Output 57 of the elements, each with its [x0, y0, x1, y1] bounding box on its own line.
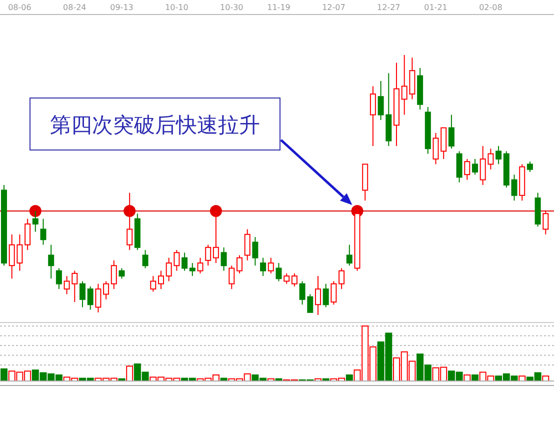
x-tick-label: 10-10	[165, 3, 188, 12]
candlestick	[80, 280, 86, 308]
x-tick-label: 08-24	[63, 3, 86, 12]
bar	[0, 368, 8, 382]
candlestick	[330, 280, 337, 306]
candlestick	[95, 283, 102, 313]
x-tick-label: 12-27	[377, 3, 400, 12]
x-tick-label: 10-30	[220, 3, 244, 12]
candlestick	[244, 228, 250, 261]
candlestick	[370, 86, 376, 146]
candlestick	[236, 254, 242, 274]
candlestick	[87, 286, 94, 310]
candlestick	[511, 174, 518, 202]
candlestick	[205, 244, 212, 266]
candlestick	[197, 257, 204, 274]
candlestick	[118, 268, 125, 280]
x-tick-label: 02-08	[479, 3, 502, 12]
candlestick	[464, 158, 470, 180]
bar	[126, 366, 134, 382]
candlestick	[56, 268, 62, 290]
candlestick	[526, 161, 533, 172]
candlestick	[110, 260, 117, 290]
candlestick	[322, 283, 329, 308]
annotation: 第四次突破后快速拉升	[50, 113, 260, 137]
candlestick	[315, 276, 321, 316]
x-tick-label: 01-21	[424, 3, 448, 12]
candlestick	[189, 262, 196, 276]
x-tick-label: 12-07	[322, 3, 346, 12]
candlestick	[126, 192, 133, 250]
candlestick	[150, 276, 156, 292]
candlestick	[220, 246, 227, 272]
candlestick	[496, 146, 502, 165]
candlestick	[228, 265, 235, 290]
candlestick	[212, 210, 219, 264]
x-tick-label: 11-19	[267, 3, 290, 12]
candlestick	[158, 270, 164, 290]
candlestick	[40, 218, 46, 246]
candlestick	[338, 268, 345, 290]
candlestick	[268, 257, 274, 274]
candlestick	[24, 218, 31, 250]
candlestick	[182, 252, 188, 272]
candlestick	[32, 210, 38, 232]
candlestick	[276, 262, 282, 282]
candlestick	[346, 244, 352, 266]
candlestick	[291, 272, 298, 287]
candlestick	[472, 158, 478, 176]
candlestick	[142, 250, 148, 269]
x-tick-label: 09-13	[110, 3, 134, 12]
candlestick	[252, 236, 258, 266]
candlestick	[48, 244, 54, 280]
candlestick	[260, 257, 266, 276]
candlestick	[284, 272, 290, 284]
candlestick	[456, 150, 462, 183]
candlestick	[103, 280, 110, 300]
x-tick-label: 08-06	[8, 3, 32, 12]
candlestick	[542, 210, 549, 235]
candlestick	[448, 114, 454, 150]
